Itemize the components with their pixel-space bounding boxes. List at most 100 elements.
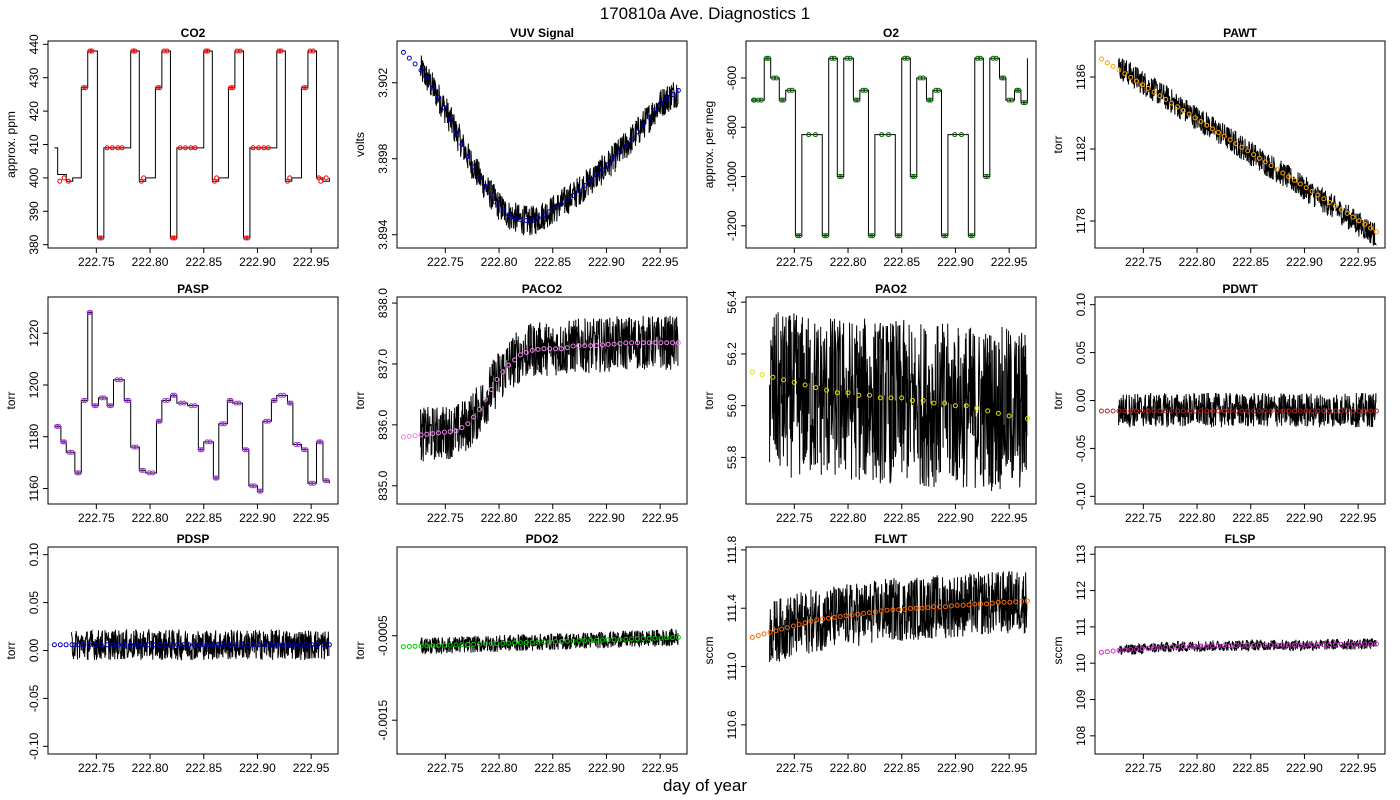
pao2-ytick-label: 55.8: [725, 445, 739, 469]
vuv-mean-point: [588, 177, 594, 183]
pasp-mean-point: [181, 400, 187, 406]
vuv-mean-point: [570, 193, 576, 199]
pao2-xtick-label: 222.80: [830, 511, 867, 525]
pdsp-mean-point: [116, 642, 122, 648]
paco2-mean-point: [418, 432, 424, 438]
pdo2-mean-point: [558, 638, 564, 644]
flsp-xtick-label: 222.85: [1232, 761, 1269, 775]
pdo2-mean-point: [500, 640, 506, 646]
pao2-mean-point: [813, 385, 819, 391]
pao2-plot-area: [749, 312, 1030, 492]
flsp-mean-point: [1315, 642, 1321, 648]
pawt-mean-point: [1198, 119, 1204, 124]
pdo2-ytick-label: -0.0005: [376, 615, 390, 656]
pdo2-mean-point: [459, 642, 465, 648]
pdo2-xtick-label: 222.75: [427, 761, 464, 775]
pdo2-mean-point: [658, 635, 664, 641]
pao2-mean-point: [770, 374, 776, 380]
flwt-mean-point: [937, 604, 943, 610]
flsp-mean-point: [1134, 646, 1139, 652]
pasp-mean-point: [91, 403, 97, 409]
paco2-mean-point: [430, 431, 436, 437]
vuv-mean-point: [640, 122, 646, 127]
o2-series-line: [752, 57, 1028, 237]
pdo2-xtick-label: 222.85: [534, 761, 571, 775]
flwt-xtick-label: 222.90: [937, 761, 974, 775]
vuv-mean-point: [535, 215, 541, 221]
pdsp-mean-point: [98, 642, 104, 648]
pdsp-xtick-label: 222.85: [185, 761, 222, 775]
pasp-mean-point: [88, 310, 94, 315]
pdo2-mean-point: [675, 634, 681, 640]
co2-mean-point: [80, 85, 86, 91]
vuv-mean-point: [512, 214, 518, 220]
pawt-ytick-label: 1186: [1074, 64, 1088, 90]
o2-mean-point: [1016, 87, 1022, 93]
paco2-series-noise: [420, 315, 679, 462]
paco2-mean-point: [564, 345, 570, 351]
pawt-mean-point: [1098, 56, 1104, 62]
pao2-mean-point: [963, 403, 969, 409]
paco2-mean-point: [658, 340, 664, 346]
pdsp-mean-point: [297, 642, 303, 648]
panel-pdsp: PDSP torr 222.75 222.80 222.85 222.90 222.95 -0…: [4, 532, 339, 775]
vuv-mean-point: [664, 96, 670, 102]
pawt-mean-point: [1215, 130, 1221, 135]
pasp-mean-point: [106, 403, 112, 409]
pdo2-mean-point: [670, 635, 676, 641]
co2-mean-point: [276, 48, 282, 54]
o2-mean-point: [829, 55, 835, 61]
pao2-ytick-label: 56.2: [725, 342, 739, 366]
pdwt-mean-point: [1251, 408, 1257, 414]
paco2-mean-point: [441, 429, 447, 435]
paco2-mean-point: [471, 414, 477, 420]
flwt-mean-point: [989, 600, 995, 606]
paco2-mean-point: [594, 343, 599, 349]
flsp-mean-point: [1280, 642, 1286, 648]
pdwt-mean-point: [1139, 408, 1145, 414]
co2-mean-point: [157, 85, 163, 91]
vuv-mean-point: [465, 154, 471, 160]
pasp-mean-point: [108, 403, 114, 409]
pasp-mean-point: [228, 398, 234, 403]
o2-ytick-label: -800: [725, 115, 739, 139]
flwt-mean-point: [919, 605, 925, 611]
panel-o2: O2 approx. per meg 222.75 222.80 222.85 222.9…: [702, 26, 1037, 269]
o2-mean-point: [897, 233, 903, 239]
paco2-title: PACO2: [522, 282, 563, 296]
vuv-mean-point: [529, 218, 535, 224]
flsp-mean-point: [1303, 642, 1309, 648]
flwt-mean-point: [802, 620, 808, 626]
vuv-mean-point: [599, 167, 605, 173]
co2-mean-point: [155, 85, 161, 91]
co2-mean-point: [99, 235, 105, 241]
pasp-mean-point: [123, 398, 129, 403]
pdsp-mean-point: [163, 642, 169, 648]
paco2-xtick-label: 222.85: [534, 511, 571, 525]
vuv-mean-point: [652, 107, 658, 113]
paco2-ytick-label: 837.0: [376, 349, 390, 379]
paco2-mean-point: [570, 343, 576, 349]
co2-mean-point: [301, 85, 307, 91]
paco2-mean-point: [605, 341, 611, 347]
pdwt-mean-point: [1274, 408, 1280, 414]
pdwt-mean-point: [1356, 408, 1362, 414]
pasp-mean-point: [141, 467, 147, 473]
vuv-ytick-label: 3.902: [376, 67, 390, 97]
panel-pdo2: PDO2 torr 222.75 222.80 222.85 222.90 222.95 -0…: [353, 532, 688, 775]
vuv-mean-point: [541, 212, 547, 218]
pawt-xtick-label: 222.75: [1125, 255, 1162, 269]
flwt-series-noise: [769, 571, 1028, 662]
flsp-mean-point: [1110, 648, 1116, 654]
pawt-mean-point: [1362, 221, 1368, 227]
paco2-mean-point: [406, 433, 412, 439]
flwt-mean-point: [1007, 599, 1013, 605]
pawt-mean-point: [1239, 144, 1245, 150]
flsp-mean-point: [1245, 642, 1251, 648]
co2-mean-point: [161, 48, 167, 54]
vuv-mean-point: [494, 200, 500, 206]
vuv-mean-point: [658, 100, 664, 106]
pasp-mean-point: [56, 423, 62, 429]
flwt-mean-point: [907, 606, 913, 611]
pasp-title: PASP: [177, 282, 209, 296]
